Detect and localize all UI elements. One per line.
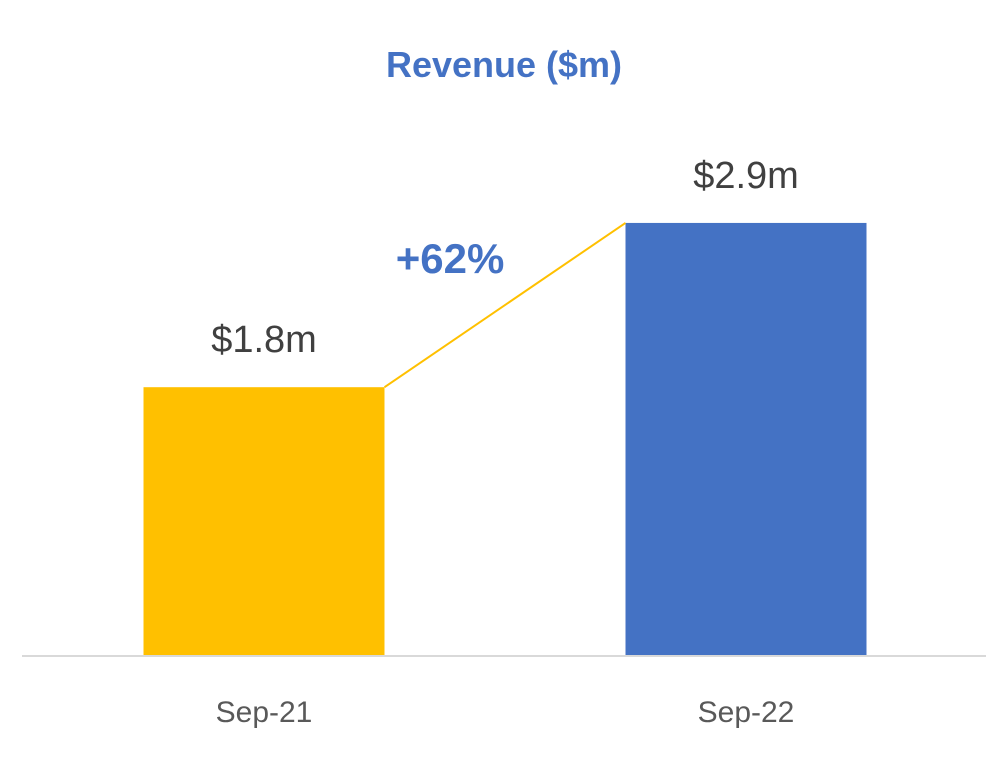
tick-label-sep-22: Sep-22 bbox=[698, 696, 795, 729]
chart-title: Revenue ($m) bbox=[386, 44, 622, 85]
bar-sep-21 bbox=[143, 387, 385, 656]
growth-annotation: +62% bbox=[396, 235, 505, 282]
data-label-sep-21: $1.8m bbox=[211, 319, 317, 361]
tick-label-sep-21: Sep-21 bbox=[216, 696, 313, 729]
growth-connector-line bbox=[383, 222, 627, 389]
data-label-sep-22: $2.9m bbox=[693, 155, 799, 197]
x-axis-ticks: Sep-21 Sep-22 bbox=[216, 696, 795, 729]
bars-layer: $1.8m $2.9m bbox=[143, 155, 867, 656]
bar-sep-22 bbox=[625, 222, 867, 656]
